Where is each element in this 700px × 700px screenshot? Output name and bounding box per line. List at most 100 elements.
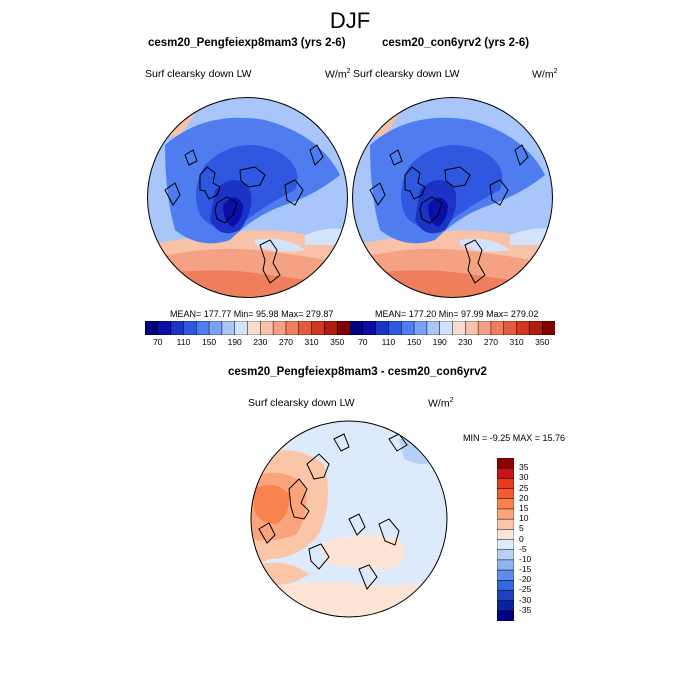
colorbar-swatch <box>401 321 415 335</box>
colorbar-swatch <box>497 467 514 479</box>
colorbar-tick-label: 110 <box>176 337 191 347</box>
colorbar-swatch <box>362 321 377 335</box>
colorbar-tick-label: -30 <box>519 594 532 605</box>
main-title: DJF <box>329 8 371 33</box>
colorbar-left-labels: 70 110 150 190 230 270 310 350 <box>145 337 350 349</box>
colorbar-tick-label: -10 <box>519 553 532 564</box>
colorbar-tick-label: 15 <box>519 502 529 513</box>
polar-map-diff <box>250 420 448 618</box>
colorbar-swatch <box>477 321 492 335</box>
colorbar-swatch <box>272 321 287 335</box>
colorbar-tick-label: -5 <box>519 543 527 554</box>
colorbar-swatch <box>465 321 479 335</box>
colorbar-tick-label: 190 <box>227 337 242 347</box>
colorbar-diff-labels: 35 30 25 20 15 10 5 0 -5 -10 -15 -20 -25 -30 -35 <box>519 458 559 621</box>
diff-panel-title: cesm20_Pengfeiexp8mam3 - cesm20_con6yrv2 <box>228 366 487 378</box>
colorbar-tick-label: 150 <box>201 337 217 347</box>
colorbar-swatch <box>497 508 514 520</box>
colorbar-swatch <box>298 321 313 335</box>
colorbar-tick-label: -20 <box>519 574 532 585</box>
colorbar-swatch <box>324 321 338 335</box>
colorbar-tick-label: 190 <box>432 337 447 347</box>
colorbar-tick-label: 150 <box>406 337 422 347</box>
units-left: W/m2 <box>325 68 351 81</box>
colorbar-swatch <box>497 488 514 500</box>
colorbar-swatch <box>497 529 514 541</box>
colorbar-right-labels: 70 110 150 190 230 270 310 350 <box>350 337 555 349</box>
colorbar-swatch <box>157 321 172 335</box>
colorbar-swatch <box>285 321 300 335</box>
colorbar-swatch <box>497 569 514 581</box>
diff-variable-label: Surf clearsky down LW <box>248 397 355 409</box>
colorbar-tick-label: 5 <box>519 523 524 534</box>
colorbar-swatch <box>497 549 514 561</box>
colorbar-swatch <box>497 559 514 571</box>
colorbar-swatch <box>497 610 514 621</box>
colorbar-swatch <box>497 458 514 469</box>
colorbar-swatch <box>516 321 530 335</box>
panel-title-right: cesm20_con6yrv2 (yrs 2-6) <box>382 37 530 49</box>
colorbar-tick-label: 350 <box>330 337 345 347</box>
colorbar-swatch <box>221 321 236 335</box>
diff-stats: MIN = -9.25 MAX = 15.76 <box>463 433 566 443</box>
colorbar-swatch <box>497 539 514 551</box>
colorbar-swatch <box>497 518 514 530</box>
colorbar-tick-label: 10 <box>519 513 529 524</box>
colorbar-tick-label: 70 <box>153 337 163 347</box>
colorbar-swatch <box>247 321 261 335</box>
colorbar-right <box>350 321 555 335</box>
colorbar-swatch <box>497 478 514 490</box>
colorbar-swatch <box>336 321 350 335</box>
colorbar-left <box>145 321 350 335</box>
colorbar-tick-label: 270 <box>278 337 294 347</box>
colorbar-tick-label: 350 <box>535 337 550 347</box>
colorbar-tick-label: -15 <box>519 564 532 575</box>
colorbar-swatch <box>170 321 184 335</box>
colorbar-swatch <box>311 321 325 335</box>
colorbar-swatch <box>497 590 514 602</box>
colorbar-tick-label: 30 <box>519 472 529 483</box>
panel-title-left: cesm20_Pengfeiexp8mam3 (yrs 2-6) <box>148 37 346 49</box>
colorbar-swatch <box>541 321 555 335</box>
colorbar-tick-label: -35 <box>519 604 532 615</box>
colorbar-swatch <box>183 321 197 335</box>
colorbar-tick-label: 270 <box>483 337 499 347</box>
polar-map-left <box>147 97 348 298</box>
variable-label-right: Surf clearsky down LW <box>353 68 460 80</box>
colorbar-swatch <box>497 580 514 591</box>
colorbar-tick-label: 25 <box>519 482 529 493</box>
colorbar-swatch <box>452 321 466 335</box>
colorbar-swatch <box>350 321 364 335</box>
colorbar-tick-label: 310 <box>304 337 319 347</box>
stats-right: MEAN= 177.20 Min= 97.99 Max= 279.02 <box>375 309 539 319</box>
colorbar-swatch <box>145 321 159 335</box>
colorbar-diff <box>497 458 514 621</box>
colorbar-swatch <box>196 321 210 335</box>
colorbar-tick-label: -25 <box>519 584 532 595</box>
colorbar-tick-label: 35 <box>519 462 529 473</box>
colorbar-swatch <box>497 498 514 510</box>
diff-units: W/m2 <box>428 397 454 410</box>
colorbar-swatch <box>260 321 274 335</box>
colorbar-tick-label: 110 <box>381 337 396 347</box>
polar-map-right <box>352 97 553 298</box>
colorbar-swatch <box>388 321 402 335</box>
colorbar-tick-label: 20 <box>519 492 529 503</box>
colorbar-swatch <box>529 321 543 335</box>
colorbar-tick-label: 0 <box>519 533 524 544</box>
units-right: W/m2 <box>532 68 558 81</box>
variable-label-left: Surf clearsky down LW <box>145 68 252 80</box>
colorbar-swatch <box>490 321 505 335</box>
colorbar-tick-label: 230 <box>253 337 268 347</box>
stats-left: MEAN= 177.77 Min= 95.98 Max= 279.87 <box>170 309 334 319</box>
colorbar-swatch <box>439 321 454 335</box>
colorbar-tick-label: 230 <box>458 337 473 347</box>
colorbar-swatch <box>208 321 223 335</box>
colorbar-swatch <box>503 321 518 335</box>
colorbar-tick-label: 310 <box>509 337 524 347</box>
colorbar-swatch <box>426 321 441 335</box>
colorbar-tick-label: 70 <box>358 337 368 347</box>
colorbar-swatch <box>234 321 249 335</box>
colorbar-swatch <box>413 321 428 335</box>
colorbar-swatch <box>375 321 389 335</box>
